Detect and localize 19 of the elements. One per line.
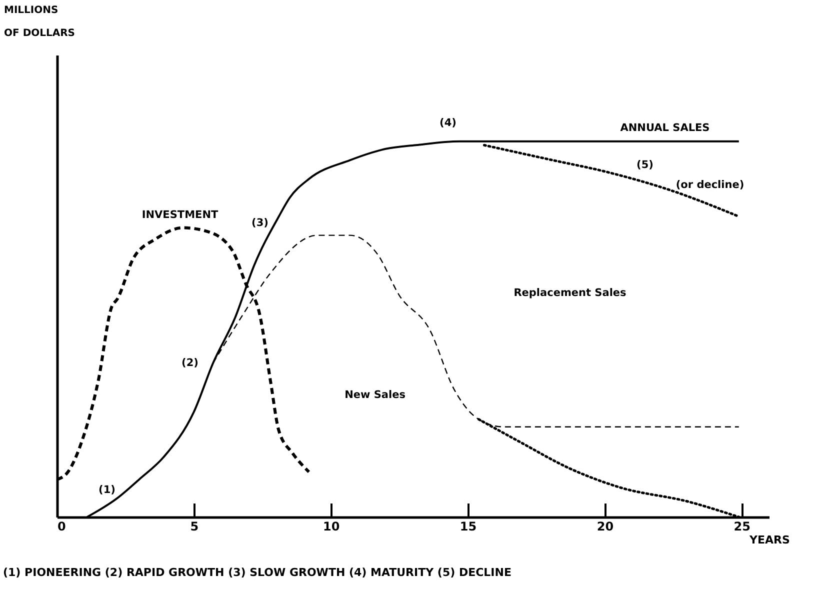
annotation: (5)	[636, 159, 654, 171]
annotation: (3)	[252, 217, 268, 229]
x-axis-title: YEARS	[748, 534, 790, 546]
x-tick-label: 25	[734, 520, 750, 534]
text: (1) PIONEERING (2) RAPID GROWTH (3) SLOW GROWTH (4) MATURITY (5) DECLINE	[3, 566, 512, 579]
x-tick-label: 15	[460, 520, 477, 534]
annotation: Replacement Sales	[514, 287, 626, 299]
text: ANNUAL SALES	[620, 122, 710, 134]
x-tick-label: 0	[58, 520, 66, 534]
annotation: New Sales	[344, 389, 406, 401]
annotation: (or decline)	[676, 179, 744, 191]
text: MILLIONS OF DOLLARS	[4, 5, 76, 39]
annotation: (1)	[98, 484, 116, 496]
x-tick-label: 5	[190, 520, 199, 534]
annotation: (2)	[182, 357, 198, 369]
x-tick-label: 10	[322, 520, 340, 534]
text: (4)	[440, 117, 456, 129]
x-tick-label: 20	[596, 520, 614, 534]
annotation: INVESTMENT	[142, 209, 219, 221]
